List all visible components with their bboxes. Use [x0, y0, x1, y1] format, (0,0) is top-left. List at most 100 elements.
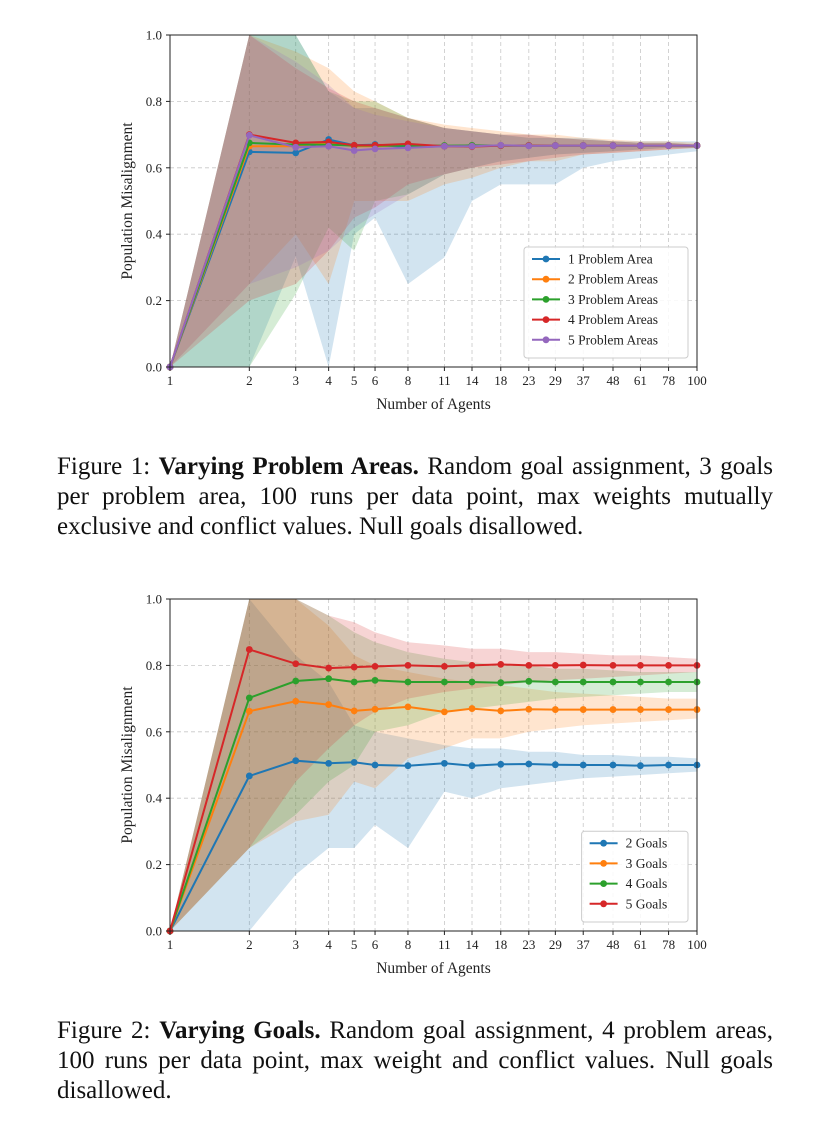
- x-tick-label: 18: [494, 373, 507, 388]
- chart-varying-goals: 1 2 3 4 5 6 8 11 14 18 23 29 37 48 61 78 1000.00.20.40.6…: [119, 592, 707, 978]
- point-series-4: [525, 662, 533, 669]
- legend: 1 Problem Area 2 Problem Areas 3 Problem A…: [523, 246, 689, 359]
- point-series-1: [551, 761, 559, 769]
- point-series-4: [665, 662, 672, 669]
- y-tick-label: 0.8: [146, 94, 162, 109]
- point-series-5: [441, 142, 448, 150]
- legend: 2 Goals 3 Goals 4 Goals 5 Goals: [581, 830, 689, 923]
- legend-label: 1 Problem Area: [568, 252, 653, 267]
- legend-label: 4 Goals: [626, 876, 668, 891]
- point-series-1: [609, 761, 617, 769]
- legend-swatch-marker: [542, 336, 550, 344]
- point-series-3: [245, 694, 253, 702]
- point-series-5: [665, 142, 672, 149]
- y-tick-label: 0.0: [146, 360, 162, 375]
- x-tick-label: 37: [577, 373, 591, 388]
- point-series-5: [609, 142, 617, 149]
- legend-label: 5 Goals: [626, 896, 668, 911]
- y-tick-label: 0.6: [146, 724, 163, 739]
- point-series-1: [497, 760, 505, 768]
- point-series-4: [637, 662, 644, 669]
- y-tick-label: 0.6: [146, 160, 163, 175]
- x-tick-label: 23: [522, 937, 535, 952]
- figure-2-caption-text: Random goal assignment, 4 problem areas,…: [57, 1017, 774, 1104]
- point-series-3: [350, 678, 358, 686]
- legend-swatch-marker: [600, 900, 607, 908]
- point-series-1: [371, 761, 379, 769]
- point-series-4: [497, 661, 505, 668]
- point-series-5: [404, 144, 412, 152]
- plot-frame: [169, 34, 698, 368]
- point-series-2: [404, 703, 412, 711]
- x-axis-label: Number of Agents: [376, 396, 491, 413]
- point-series-5: [579, 142, 587, 149]
- point-series-5: [468, 142, 476, 150]
- point-series-3: [579, 678, 587, 686]
- point-series-1: [404, 762, 412, 770]
- point-series-5: [371, 145, 379, 153]
- point-series-4: [325, 664, 333, 672]
- point-series-3: [497, 679, 505, 687]
- point-series-1: [665, 761, 672, 769]
- x-tick-label: 8: [405, 937, 412, 952]
- figure-2-caption: Figure 2: Varying Goals. Random goal ass…: [57, 1016, 773, 1106]
- point-series-3: [468, 678, 476, 686]
- point-series-1: [579, 761, 587, 769]
- x-tick-label: 78: [662, 373, 675, 388]
- point-series-3: [441, 678, 448, 686]
- point-series-3: [292, 677, 300, 685]
- y-tick-label: 0.2: [146, 293, 162, 308]
- x-tick-label: 11: [438, 937, 451, 952]
- band-series-4: [170, 35, 697, 367]
- x-tick-label: 1: [167, 373, 174, 388]
- legend-label: 2 Goals: [626, 836, 668, 851]
- y-tick-label: 1.0: [146, 28, 162, 43]
- x-tick-label: 6: [372, 937, 379, 952]
- point-series-5: [551, 142, 559, 149]
- x-tick-label: 5: [351, 373, 358, 388]
- legend-box: [581, 830, 689, 923]
- point-series-3: [404, 678, 412, 686]
- point-series-4: [350, 663, 358, 671]
- x-tick-label: 29: [549, 373, 562, 388]
- band-series-4: [170, 599, 697, 931]
- point-series-3: [609, 678, 617, 686]
- y-axis-label: Population Misalignment: [119, 686, 136, 844]
- point-series-3: [371, 676, 379, 684]
- x-tick-label: 100: [687, 937, 707, 952]
- x-tick-label: 48: [607, 937, 620, 952]
- point-series-4: [292, 660, 300, 668]
- band-series-5: [170, 35, 697, 367]
- x-tick-label: 100: [687, 373, 707, 388]
- x-tick-label: 14: [466, 373, 480, 388]
- point-series-2: [551, 706, 559, 713]
- point-series-1: [350, 758, 358, 766]
- point-series-3: [325, 675, 333, 683]
- band-series-2: [170, 35, 697, 367]
- legend-swatch-marker: [542, 296, 550, 303]
- point-series-4: [371, 662, 379, 670]
- point-series-1: [292, 149, 300, 157]
- plot-frame: [169, 598, 698, 932]
- legend-box: [523, 246, 689, 359]
- y-tick-label: 0.4: [146, 791, 163, 806]
- legend-label: 3 Goals: [626, 856, 668, 871]
- figure-1-caption-text: Random goal assignment, 3 goals per prob…: [57, 453, 773, 540]
- legend-swatch-marker: [600, 860, 607, 867]
- x-tick-label: 48: [607, 373, 620, 388]
- point-series-1: [637, 762, 644, 770]
- band-series-1: [170, 35, 697, 367]
- chart-varying-problem-areas: 1 2 3 4 5 6 8 11 14 18 23 29 37 48 61 78 1000.00.20.40.6…: [119, 28, 707, 414]
- point-series-2: [292, 697, 300, 705]
- legend-swatch-marker: [542, 255, 550, 263]
- legend-swatch-marker: [542, 316, 550, 323]
- legend-swatch-marker: [542, 275, 550, 283]
- point-series-2: [637, 706, 644, 713]
- point-series-3: [665, 678, 672, 686]
- legend-swatch-marker: [600, 839, 607, 847]
- x-tick-label: 2: [246, 373, 253, 388]
- point-series-1: [292, 757, 300, 765]
- x-tick-label: 2: [246, 937, 253, 952]
- point-series-3: [551, 678, 559, 686]
- point-series-4: [551, 662, 559, 669]
